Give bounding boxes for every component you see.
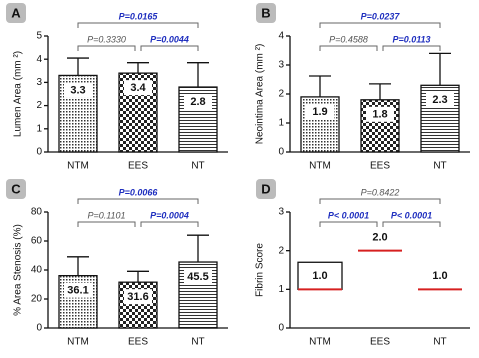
bracket: [77, 221, 136, 227]
p-value: P=0.0237: [361, 11, 401, 21]
bracket: [319, 221, 378, 227]
x-tick-label: NT: [191, 337, 204, 348]
bar: [118, 281, 158, 329]
p-value: P=0.0004: [150, 210, 189, 220]
value-label: 31.6: [127, 291, 148, 303]
panel-badge: [6, 179, 26, 199]
y-tick-label: 0: [36, 147, 42, 158]
y-tick-label: 4: [36, 54, 42, 65]
y-axis-title: Lumen Area (mm ²): [13, 51, 24, 137]
y-tick-label: 2: [278, 245, 284, 256]
y-tick-label: 3: [36, 77, 42, 88]
value-label-bg: [64, 82, 92, 98]
value-label: 36.1: [67, 285, 88, 297]
bracket: [77, 22, 199, 28]
value-label-bg: [124, 289, 152, 305]
x-tick-label: NT: [433, 337, 446, 348]
value-label: 1.0: [432, 270, 447, 282]
value-label-bg: [64, 282, 92, 298]
x-tick-label: NTM: [67, 161, 89, 172]
p-value: P< 0.0001: [328, 210, 369, 220]
y-tick-label: 2: [278, 89, 284, 100]
value-label-bg: [366, 106, 394, 122]
x-tick-label: NT: [191, 161, 204, 172]
y-tick-label: 3: [278, 60, 284, 71]
value-label-bg: [426, 92, 454, 108]
bracket: [77, 198, 199, 204]
p-value: P=0.0044: [150, 34, 189, 44]
y-axis-title: Fibrin Score: [255, 243, 266, 297]
value-label-bg: [367, 229, 393, 245]
panel-badge: [6, 3, 26, 23]
y-tick-label: 20: [31, 294, 43, 305]
panel-letter: B: [261, 5, 270, 20]
value-label: 1.9: [312, 106, 327, 118]
panel-letter: D: [261, 181, 270, 196]
y-tick-label: 80: [31, 207, 43, 218]
x-tick-label: NT: [433, 161, 446, 172]
x-tick-label: EES: [370, 337, 390, 348]
value-label: 2.3: [432, 94, 447, 106]
p-value: P=0.0066: [119, 187, 159, 197]
p-value: P=0.0165: [119, 11, 159, 21]
x-tick-label: NTM: [309, 161, 331, 172]
y-tick-label: 0: [278, 147, 284, 158]
bracket: [319, 22, 441, 28]
x-tick-label: NTM: [309, 337, 331, 348]
y-axis-title: Neointima Area (mm ²): [255, 44, 266, 145]
bracket: [382, 221, 441, 227]
x-tick-label: EES: [128, 337, 148, 348]
x-tick-label: NTM: [67, 337, 89, 348]
panel-letter: A: [11, 5, 21, 20]
y-tick-label: 1: [278, 118, 284, 129]
p-value: P< 0.0001: [391, 210, 432, 220]
bracket: [77, 45, 136, 51]
p-value: P=0.4588: [329, 34, 368, 44]
value-label: 2.8: [190, 96, 205, 108]
y-tick-label: 4: [278, 31, 284, 42]
panel-badge: [256, 3, 276, 23]
panel-letter: C: [11, 181, 21, 196]
y-tick-label: 2: [36, 100, 42, 111]
p-value: P=0.8422: [361, 187, 400, 197]
value-label: 1.0: [312, 270, 327, 282]
y-tick-label: 0: [278, 323, 284, 334]
y-tick-label: 3: [278, 207, 284, 218]
bracket: [382, 45, 441, 51]
value-label: 1.8: [372, 109, 387, 121]
value-label-bg: [427, 268, 453, 284]
y-tick-label: 1: [36, 123, 42, 134]
y-tick-label: 40: [31, 265, 43, 276]
value-label-bg: [184, 269, 212, 285]
value-label-bg: [306, 103, 334, 119]
p-value: P=0.3330: [87, 34, 126, 44]
value-label: 2.0: [372, 232, 387, 244]
x-tick-label: EES: [128, 161, 148, 172]
bracket: [140, 221, 199, 227]
y-tick-label: 60: [31, 236, 43, 247]
y-tick-label: 1: [278, 284, 284, 295]
bracket: [319, 45, 378, 51]
bracket: [140, 45, 199, 51]
value-label-bg: [124, 80, 152, 96]
y-tick-label: 0: [36, 323, 42, 334]
bracket: [319, 198, 441, 204]
value-label: 3.4: [130, 82, 146, 94]
value-label: 3.3: [70, 84, 85, 96]
value-label-bg: [307, 268, 333, 284]
value-label-bg: [184, 94, 212, 110]
p-value: P=0.1101: [87, 210, 125, 220]
value-label: 45.5: [187, 271, 208, 283]
y-axis-title: % Area Stenosis (%): [13, 224, 24, 316]
p-value: P=0.0113: [392, 34, 430, 44]
panel-badge: [256, 179, 276, 199]
x-tick-label: EES: [370, 161, 390, 172]
y-tick-label: 5: [36, 31, 42, 42]
